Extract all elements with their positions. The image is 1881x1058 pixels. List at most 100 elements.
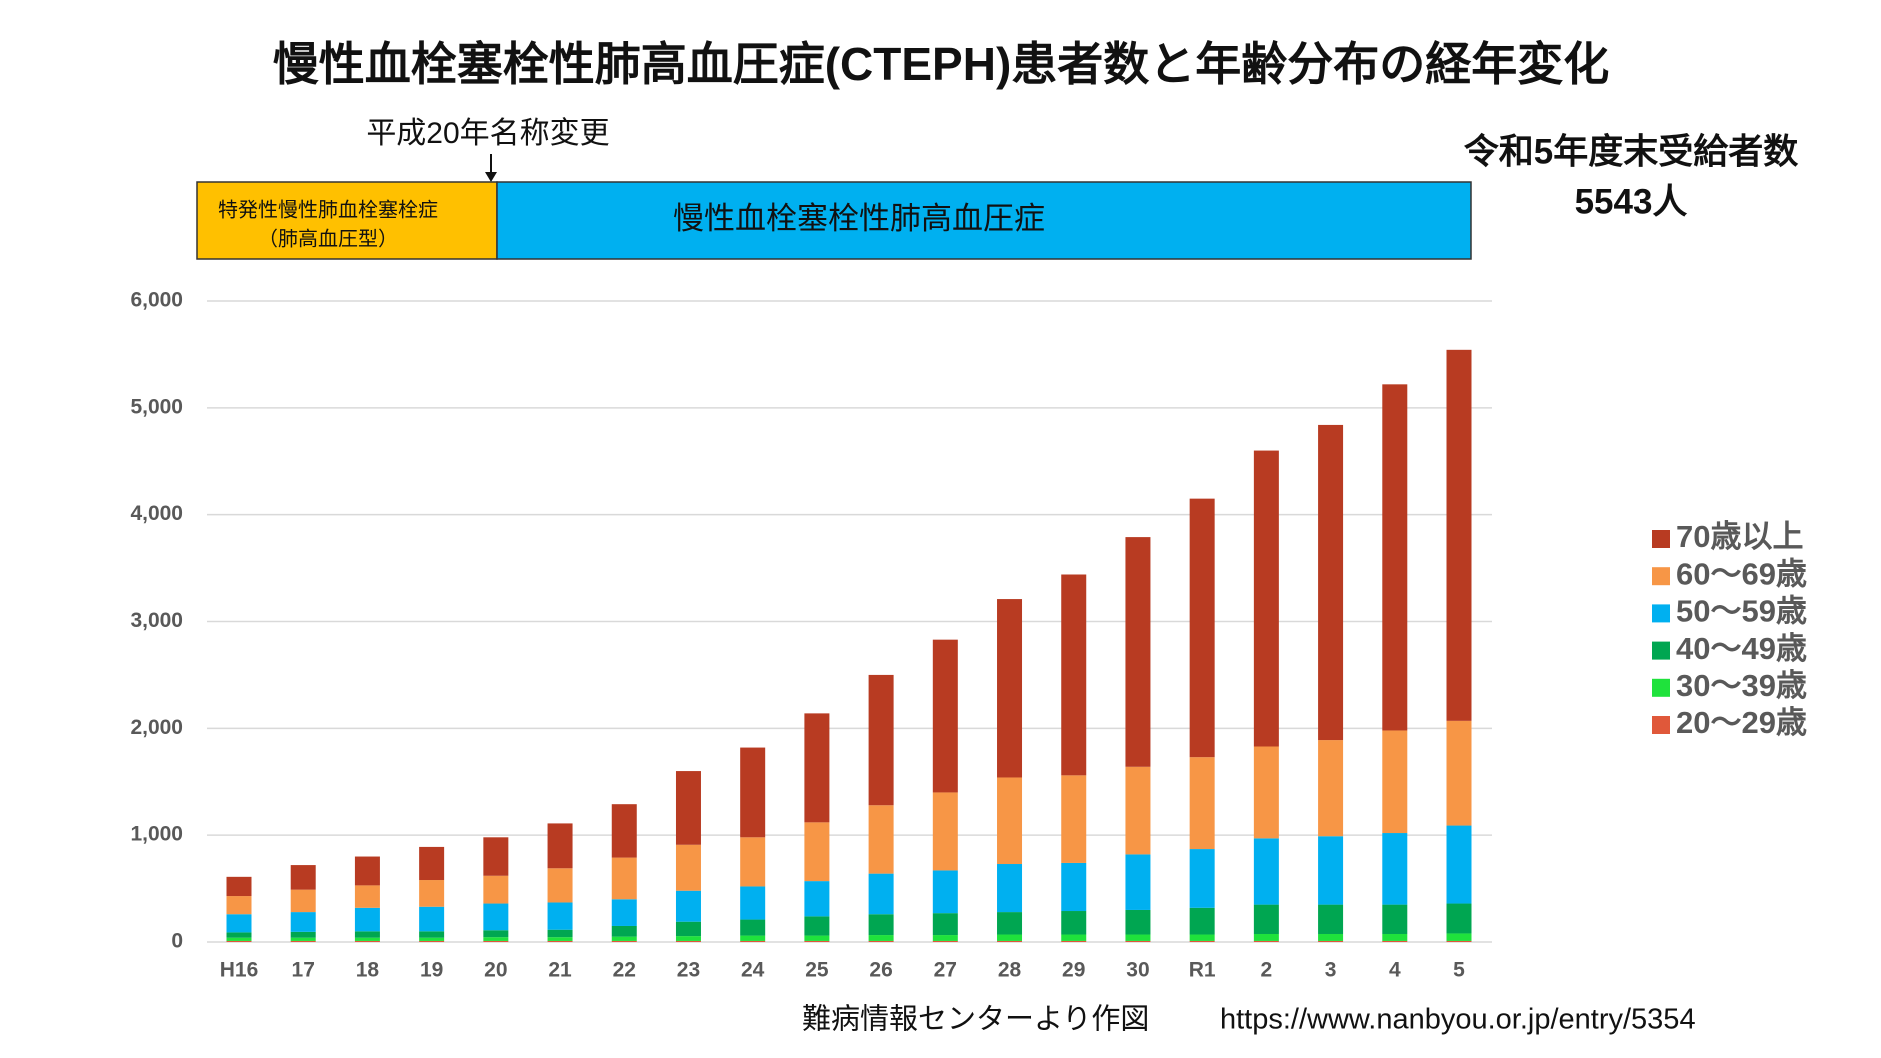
bar-segment (1382, 904, 1408, 934)
bar-segment (354, 856, 380, 886)
bar-segment (1061, 862, 1087, 912)
arrow-head (485, 172, 497, 182)
x-tick-label: 17 (292, 959, 315, 982)
bar-segment (547, 868, 573, 903)
x-tick-label: 19 (420, 959, 443, 982)
bar-segment (932, 792, 958, 871)
bar-segment (611, 925, 637, 937)
x-tick-label: 29 (1062, 959, 1085, 982)
bar-segment (1318, 933, 1344, 941)
bar-segment (1061, 934, 1087, 941)
y-tick-label: 0 (171, 930, 183, 953)
x-tick-label: 21 (548, 959, 572, 982)
bar-segment (1061, 775, 1087, 863)
bar-segment (804, 881, 830, 917)
bar-segment (419, 880, 445, 907)
bar-segment (868, 940, 894, 942)
new-name: 慢性血栓塞栓性肺高血圧症 (673, 201, 1045, 236)
bar-segment (740, 935, 766, 941)
bar-segment (997, 912, 1023, 935)
bar-segment (1253, 940, 1279, 942)
legend-swatch (1652, 567, 1670, 586)
bar-segment (1318, 424, 1344, 741)
bar-segment (226, 940, 252, 942)
bar-segment (611, 940, 637, 942)
bar-segment (290, 940, 316, 942)
bar-segment (290, 937, 316, 941)
bar-segment (290, 931, 316, 938)
bar-segment (740, 747, 766, 838)
old-name-box (196, 181, 498, 260)
bar-segment (675, 936, 701, 941)
bar-segment (483, 937, 509, 941)
bar-segment (1189, 498, 1215, 758)
bar-segment (226, 932, 252, 938)
bar-segment (547, 902, 573, 930)
legend-swatch (1652, 530, 1670, 548)
x-tick-label: 28 (998, 959, 1022, 982)
bar-segment (483, 940, 509, 942)
bar-segment (1318, 836, 1344, 905)
bar-segment (804, 713, 830, 823)
bar-segment (868, 935, 894, 941)
bar-segment (868, 873, 894, 915)
bar-segment (547, 937, 573, 941)
x-tick-label: R1 (1189, 959, 1216, 982)
bar-segment (740, 837, 766, 887)
x-tick-label: 23 (677, 959, 700, 982)
bar-segment (997, 599, 1023, 778)
bar-segment (290, 865, 316, 890)
bar-segment (1189, 907, 1215, 935)
bar-segment (1446, 933, 1472, 941)
bar-segment (932, 639, 958, 793)
bar-segment (1318, 740, 1344, 837)
x-tick-label: 25 (805, 959, 829, 982)
x-tick-label: 20 (484, 959, 507, 982)
x-tick-label: H16 (220, 959, 259, 982)
bar-segment (997, 934, 1023, 941)
bar-segment (483, 875, 509, 904)
bar-segment (997, 940, 1023, 942)
bar-segment (1446, 349, 1472, 721)
bar-segment (740, 919, 766, 936)
legend-label: 20～29歳 (1676, 705, 1807, 740)
bar-segment (804, 822, 830, 882)
bar-segment (611, 804, 637, 858)
y-tick-label: 2,000 (130, 716, 183, 739)
bar-segment (1189, 940, 1215, 942)
bar-segment (1125, 537, 1151, 767)
bar-segment (1061, 911, 1087, 935)
bar-segment (547, 940, 573, 942)
bar-segment (1125, 766, 1151, 855)
bar-segment (1253, 746, 1279, 839)
bar-segment (675, 771, 701, 845)
x-tick-label: 26 (869, 959, 892, 982)
bar-segment (675, 940, 701, 942)
bar-segment (419, 846, 445, 881)
bar-segment (868, 805, 894, 874)
x-tick-label: 24 (741, 959, 765, 982)
x-tick-label: 2 (1261, 959, 1273, 982)
new-name-box (496, 181, 1472, 260)
bar-segment (868, 674, 894, 806)
bar-segment (1318, 940, 1344, 942)
bar-segment (1189, 934, 1215, 941)
url: https://www.nanbyou.or.jp/entry/5354 (1220, 1004, 1696, 1036)
bar-segment (675, 921, 701, 937)
bar-segment (1382, 933, 1408, 941)
old-name: （肺高血圧型） (258, 227, 398, 250)
bar-segment (804, 940, 830, 942)
bar-segment (1446, 903, 1472, 934)
y-tick-label: 1,000 (130, 823, 183, 846)
bar-segment (1382, 384, 1408, 731)
x-tick-label: 22 (613, 959, 636, 982)
bar-segment (675, 844, 701, 891)
bar-segment (1382, 940, 1408, 942)
y-tick-label: 6,000 (130, 289, 183, 312)
bar-segment (1382, 730, 1408, 834)
bar-segment (547, 823, 573, 869)
bar-segment (932, 940, 958, 942)
legend-label: 50～59歳 (1676, 594, 1807, 629)
bar-segment (740, 940, 766, 942)
